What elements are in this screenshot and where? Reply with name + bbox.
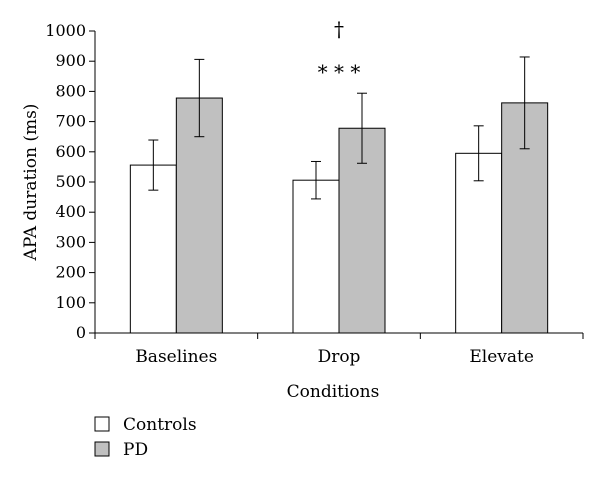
y-tick-label: 100 <box>55 293 86 312</box>
x-category-label: Drop <box>318 347 361 367</box>
y-tick-label: 800 <box>55 81 86 100</box>
legend-label-pd: PD <box>123 440 148 460</box>
y-tick-label: 700 <box>55 112 86 131</box>
x-category-label: Elevate <box>469 347 534 367</box>
bars-layer <box>129 97 549 334</box>
y-tick-label: 200 <box>55 263 86 282</box>
axes-layer <box>89 30 584 339</box>
legend: Controls PD <box>94 415 197 460</box>
error-bars-layer <box>148 56 530 200</box>
y-axis-title: APA duration (ms) <box>21 104 41 262</box>
y-tick-label: 600 <box>55 142 86 161</box>
legend-swatch-controls <box>94 416 110 432</box>
bar-controls-baselines <box>129 164 177 334</box>
bar-controls-drop <box>292 179 340 334</box>
x-category-label: Baselines <box>135 347 217 367</box>
dagger-annotation: † <box>334 17 344 41</box>
y-tick-label: 500 <box>55 172 86 191</box>
y-tick-label: 900 <box>55 51 86 70</box>
y-tick-label: 1000 <box>45 21 86 40</box>
x-axis-title: Conditions <box>287 382 380 402</box>
bar-pd-baselines <box>175 97 223 334</box>
y-tick-label: 400 <box>55 202 86 221</box>
labels-layer: 0 100 200 300 400 500 600 700 800 900 1000 Baseline… <box>45 17 534 367</box>
legend-swatch-pd <box>94 441 110 457</box>
bar-controls-elevate <box>455 152 503 334</box>
y-tick-label: 0 <box>76 323 86 342</box>
significance-asterisks: * * * <box>318 60 361 84</box>
y-tick-label: 300 <box>55 232 86 251</box>
legend-label-controls: Controls <box>123 415 197 435</box>
